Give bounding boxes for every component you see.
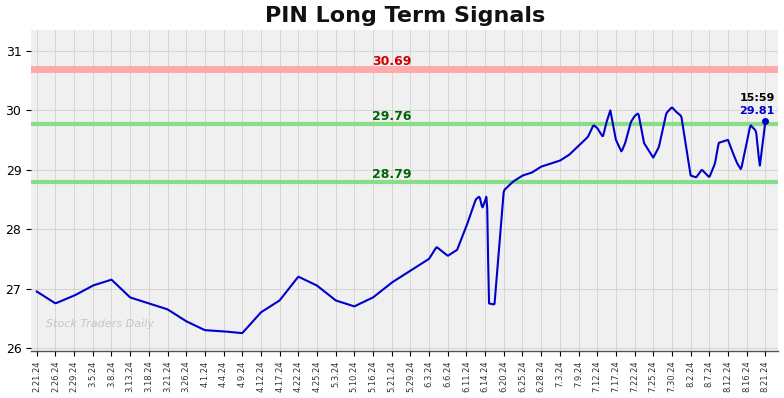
Title: PIN Long Term Signals: PIN Long Term Signals	[265, 6, 545, 25]
Text: 30.69: 30.69	[372, 55, 412, 68]
Text: 15:59: 15:59	[739, 93, 775, 103]
Text: 28.79: 28.79	[372, 168, 412, 181]
Text: Stock Traders Daily: Stock Traders Daily	[46, 319, 154, 329]
Text: 29.76: 29.76	[372, 110, 412, 123]
Text: 29.81: 29.81	[739, 106, 775, 116]
